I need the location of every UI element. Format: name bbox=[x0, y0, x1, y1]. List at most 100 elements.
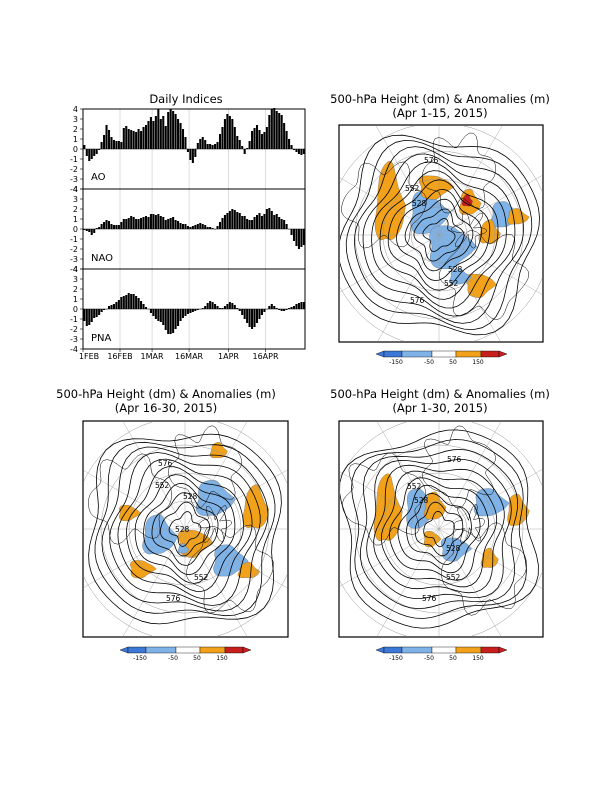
bar-nao-85 bbox=[292, 229, 296, 241]
bar-ao-70 bbox=[255, 125, 259, 149]
bar-nao-8 bbox=[103, 222, 106, 229]
bar-pna-76 bbox=[270, 304, 273, 309]
bar-pna-89 bbox=[302, 302, 305, 309]
bar-nao-22 bbox=[137, 219, 140, 229]
bar-pna-17 bbox=[125, 295, 128, 309]
series-label-nao: NAO bbox=[91, 253, 113, 264]
bar-ao-74 bbox=[265, 127, 268, 149]
y-tick-label-1-0: 4 bbox=[73, 185, 78, 194]
bar-pna-83 bbox=[288, 308, 291, 309]
bar-ao-22 bbox=[137, 129, 140, 149]
map2-height-contour-10 bbox=[88, 433, 282, 625]
bar-ao-44 bbox=[191, 149, 194, 163]
map2-meridian-10 bbox=[184, 422, 248, 530]
map1-height-contour-1 bbox=[413, 208, 465, 262]
bar-ao-35 bbox=[169, 109, 172, 149]
map1-colorbar-label-1: -50 bbox=[424, 359, 434, 366]
bar-pna-75 bbox=[268, 306, 271, 309]
map1-meridian-4 bbox=[377, 234, 440, 341]
map-panel-apr-1-15: 500-hPa Height (dm) & Anomalies (m) (Apr… bbox=[330, 92, 550, 343]
map1-height-contour-3 bbox=[396, 188, 482, 282]
map3-colorbar-label-0: -150 bbox=[389, 655, 403, 662]
map2-height-contour-8 bbox=[101, 446, 269, 612]
map1-inner bbox=[340, 126, 542, 341]
map1-colorbar-label-2: 50 bbox=[449, 359, 457, 366]
map-panel-apr-16-30: 500-hPa Height (dm) & Anomalies (m) (Apr… bbox=[56, 387, 289, 638]
bar-nao-40 bbox=[181, 224, 185, 229]
bar-ao-25 bbox=[144, 125, 148, 149]
bar-nao-58 bbox=[226, 213, 229, 229]
bar-pna-27 bbox=[149, 309, 152, 313]
map3-title-line1: 500-hPa Height (dm) & Anomalies (m) bbox=[330, 387, 550, 401]
map3-coastline-0 bbox=[441, 522, 527, 616]
map3-height-contour-10 bbox=[340, 429, 539, 629]
bar-ao-58 bbox=[226, 114, 229, 149]
y-tick-label-1-4: 0 bbox=[73, 225, 78, 234]
bar-ao-3 bbox=[90, 149, 93, 159]
map2-meridian-11 bbox=[184, 469, 287, 530]
map2-label-528-upper: 528 bbox=[183, 492, 198, 501]
map3-height-contour-6 bbox=[373, 464, 505, 594]
map3-label-552-lower: 552 bbox=[446, 573, 461, 582]
map1-plot bbox=[340, 126, 542, 341]
bar-pna-20 bbox=[132, 294, 135, 309]
indices-title: Daily Indices bbox=[149, 92, 222, 106]
map2-height-contour-3 bbox=[143, 482, 227, 576]
bar-pna-22 bbox=[137, 298, 140, 309]
map-panel-apr-1-30: 500-hPa Height (dm) & Anomalies (m) (Apr… bbox=[330, 387, 550, 638]
bar-nao-52 bbox=[211, 228, 214, 229]
bar-ao-86 bbox=[295, 149, 298, 152]
map2-height-contour-2 bbox=[151, 492, 219, 566]
x-tick-label-1: 16FEB bbox=[107, 352, 132, 361]
y-tick-label-0-2: 2 bbox=[73, 125, 78, 134]
map1-label-576-lower: 576 bbox=[410, 296, 425, 305]
bar-nao-62 bbox=[236, 212, 239, 229]
map3-meridian-11 bbox=[438, 469, 542, 530]
map3-meridian-5 bbox=[340, 528, 440, 587]
bar-pna-6 bbox=[98, 309, 101, 315]
cbar1-right-arrow bbox=[498, 350, 508, 358]
map1-meridian-1 bbox=[438, 234, 542, 295]
bar-pna-65 bbox=[243, 309, 246, 319]
bar-nao-2 bbox=[88, 229, 91, 232]
bar-nao-44 bbox=[191, 226, 194, 229]
bar-ao-49 bbox=[204, 140, 207, 149]
bar-ao-45 bbox=[194, 149, 197, 157]
bar-pna-88 bbox=[300, 302, 303, 309]
y-tick-label-2-3: 1 bbox=[73, 295, 78, 304]
bar-ao-69 bbox=[253, 128, 256, 149]
bar-nao-35 bbox=[169, 218, 172, 229]
bar-ao-76 bbox=[270, 109, 273, 149]
bar-nao-61 bbox=[233, 210, 236, 229]
map1-height-contour-6 bbox=[371, 161, 507, 309]
map3-coastline-3 bbox=[453, 503, 485, 545]
bar-ao-32 bbox=[162, 116, 165, 149]
bar-nao-64 bbox=[241, 216, 244, 229]
indices-bars bbox=[83, 108, 305, 334]
map3-anomaly-4 bbox=[507, 493, 530, 526]
bar-nao-48 bbox=[201, 224, 204, 229]
bar-nao-65 bbox=[243, 216, 246, 229]
map1-coastline-2 bbox=[422, 132, 496, 214]
map2-height-contour-6 bbox=[117, 458, 253, 600]
bar-pna-45 bbox=[194, 309, 197, 311]
x-tick-label-4: 1APR bbox=[218, 352, 239, 361]
y-tick-label-0-3: 1 bbox=[73, 135, 78, 144]
x-tick-label-2: 1MAR bbox=[141, 352, 164, 361]
map1-coastline-3 bbox=[451, 211, 487, 249]
map1-height-contour-5 bbox=[379, 170, 499, 300]
map3-label-576-lower: 576 bbox=[422, 594, 437, 603]
bar-pna-0 bbox=[83, 309, 86, 321]
bar-pna-32 bbox=[162, 309, 165, 325]
bar-nao-60 bbox=[231, 209, 234, 229]
bar-ao-34 bbox=[167, 112, 170, 149]
y-tick-label-2-4: 0 bbox=[73, 305, 78, 314]
bar-pna-71 bbox=[258, 309, 261, 319]
bar-nao-68 bbox=[251, 220, 254, 229]
bar-pna-85 bbox=[292, 306, 296, 309]
bar-ao-78 bbox=[275, 111, 278, 149]
bar-ao-28 bbox=[152, 121, 155, 149]
map3-colorbar-label-2: 50 bbox=[449, 655, 457, 662]
bar-nao-28 bbox=[152, 214, 155, 229]
